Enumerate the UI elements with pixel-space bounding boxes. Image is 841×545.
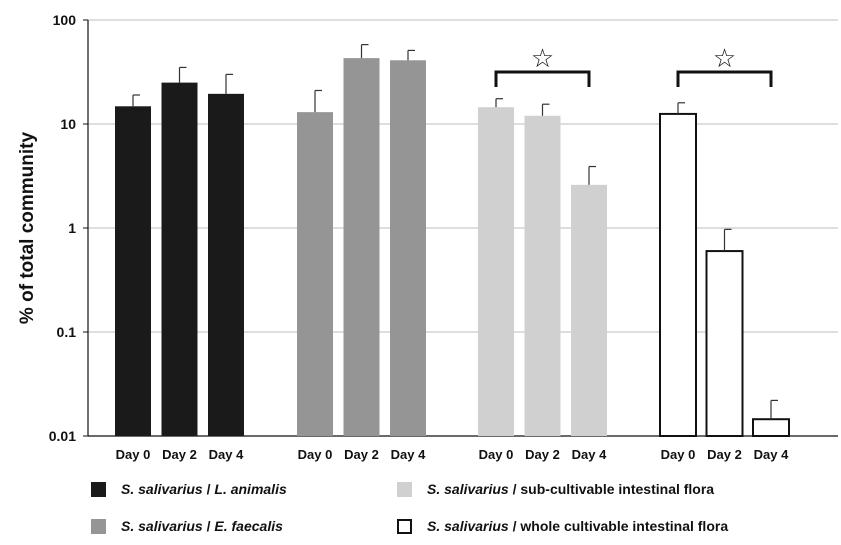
bar: [343, 58, 380, 436]
legend-item-l-animalis: S. salivarius / L. animalis: [91, 478, 287, 500]
y-tick-label: 10: [60, 116, 76, 132]
x-tick-label: Day 2: [344, 447, 379, 462]
x-tick-label: Day 0: [116, 447, 151, 462]
significance-bracket: [676, 70, 773, 87]
y-tick-label: 0.01: [49, 428, 76, 444]
significance-star: ☆: [713, 44, 736, 74]
bar: [115, 106, 151, 436]
x-tick-label: Day 0: [661, 447, 696, 462]
x-tick-label: Day 2: [525, 447, 560, 462]
legend-label: S. salivarius / E. faecalis: [121, 518, 283, 534]
legend-item-whole-cultivable: S. salivarius / whole cultivable intesti…: [397, 515, 728, 537]
x-tick-label: Day 4: [572, 447, 607, 462]
legend-label: S. salivarius / whole cultivable intesti…: [427, 518, 729, 534]
y-tick-label: 1: [68, 220, 76, 236]
x-tick-label: Day 4: [391, 447, 426, 462]
significance-star: ☆: [531, 44, 554, 74]
legend-swatch: [91, 481, 106, 497]
legend-swatch: [91, 518, 106, 534]
x-tick-label: Day 2: [707, 447, 742, 462]
legend-label: S. salivarius / sub-cultivable intestina…: [427, 481, 715, 497]
bar: [208, 93, 244, 437]
bar: [478, 107, 514, 437]
legend-label: S. salivarius / L. animalis: [121, 481, 287, 497]
bar: [161, 82, 198, 436]
x-tick-label: Day 0: [479, 447, 514, 462]
x-tick-label: Day 4: [209, 447, 244, 462]
legend-item-e-faecalis: S. salivarius / E. faecalis: [91, 515, 283, 537]
bar: [297, 112, 333, 436]
y-tick-label: 100: [53, 12, 77, 28]
bar: [659, 112, 697, 437]
significance-bracket: [494, 70, 591, 87]
legend-swatch: [397, 481, 412, 497]
bar: [524, 115, 561, 437]
y-tick-label: 0.1: [57, 324, 77, 340]
bar: [571, 184, 607, 436]
bar: [390, 60, 426, 436]
legend-swatch: [397, 518, 412, 534]
bar: [705, 250, 744, 437]
x-tick-label: Day 2: [162, 447, 197, 462]
x-tick-label: Day 0: [298, 447, 333, 462]
y-axis-label: % of total community: [17, 132, 38, 325]
legend-item-sub-cultivable: S. salivarius / sub-cultivable intestina…: [397, 478, 714, 500]
x-tick-label: Day 4: [754, 447, 789, 462]
